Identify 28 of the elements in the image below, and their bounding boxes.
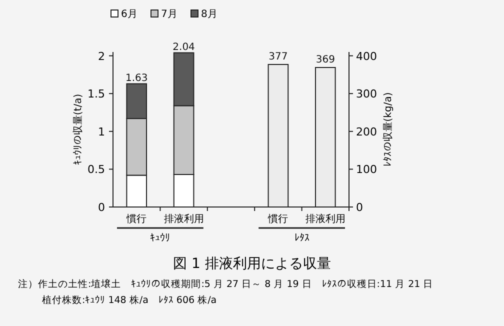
total-label: 2.04	[172, 42, 195, 53]
y2-tick-label: 200	[356, 125, 377, 138]
data-label: 369	[316, 54, 335, 66]
legend-label: 8月	[201, 9, 218, 20]
x-tick-label: 排液利用	[305, 213, 346, 225]
text: 図 1 排液利用による収量	[173, 256, 331, 272]
x-tick-label: 慣行	[126, 213, 147, 225]
y-tick-label: 0.5	[88, 163, 105, 176]
y-tick-label: 1.5	[88, 88, 105, 101]
y-tick-label: 2	[98, 50, 105, 63]
y-axis-title: ｷｭｳﾘの収量(t/a)	[72, 94, 84, 166]
text: ﾚﾀｽ	[294, 233, 310, 244]
text: 注）作土の土性:埴壌土 ｷｭｳﾘの収穫期間:5 月 27 日～ 8 月 19 日 ﾚﾀｽの収穫日:11 月 21 日	[18, 278, 434, 290]
legend-label: 7月	[161, 9, 178, 20]
y2-tick-label: 400	[356, 50, 377, 63]
x-tick-label: 排液利用	[164, 213, 204, 225]
y-tick-label: 0	[98, 201, 105, 214]
y2-tick-label: 0	[356, 201, 363, 214]
y-tick-label: 1	[98, 125, 105, 138]
text: 植付株数:ｷｭｳﾘ 148 株/a ﾚﾀｽ 606 株/a	[42, 294, 217, 306]
y2-tick-label: 300	[356, 88, 377, 101]
y2-axis-title: ﾚﾀｽの収量(kg/a)	[382, 92, 394, 167]
y2-tick-label: 100	[356, 163, 377, 176]
legend-label: 6月	[121, 9, 138, 20]
data-label: 377	[268, 51, 288, 62]
text: ｷｭｳﾘ	[150, 233, 170, 244]
x-tick-label: 慣行	[267, 213, 288, 225]
total-label: 1.63	[125, 72, 148, 84]
